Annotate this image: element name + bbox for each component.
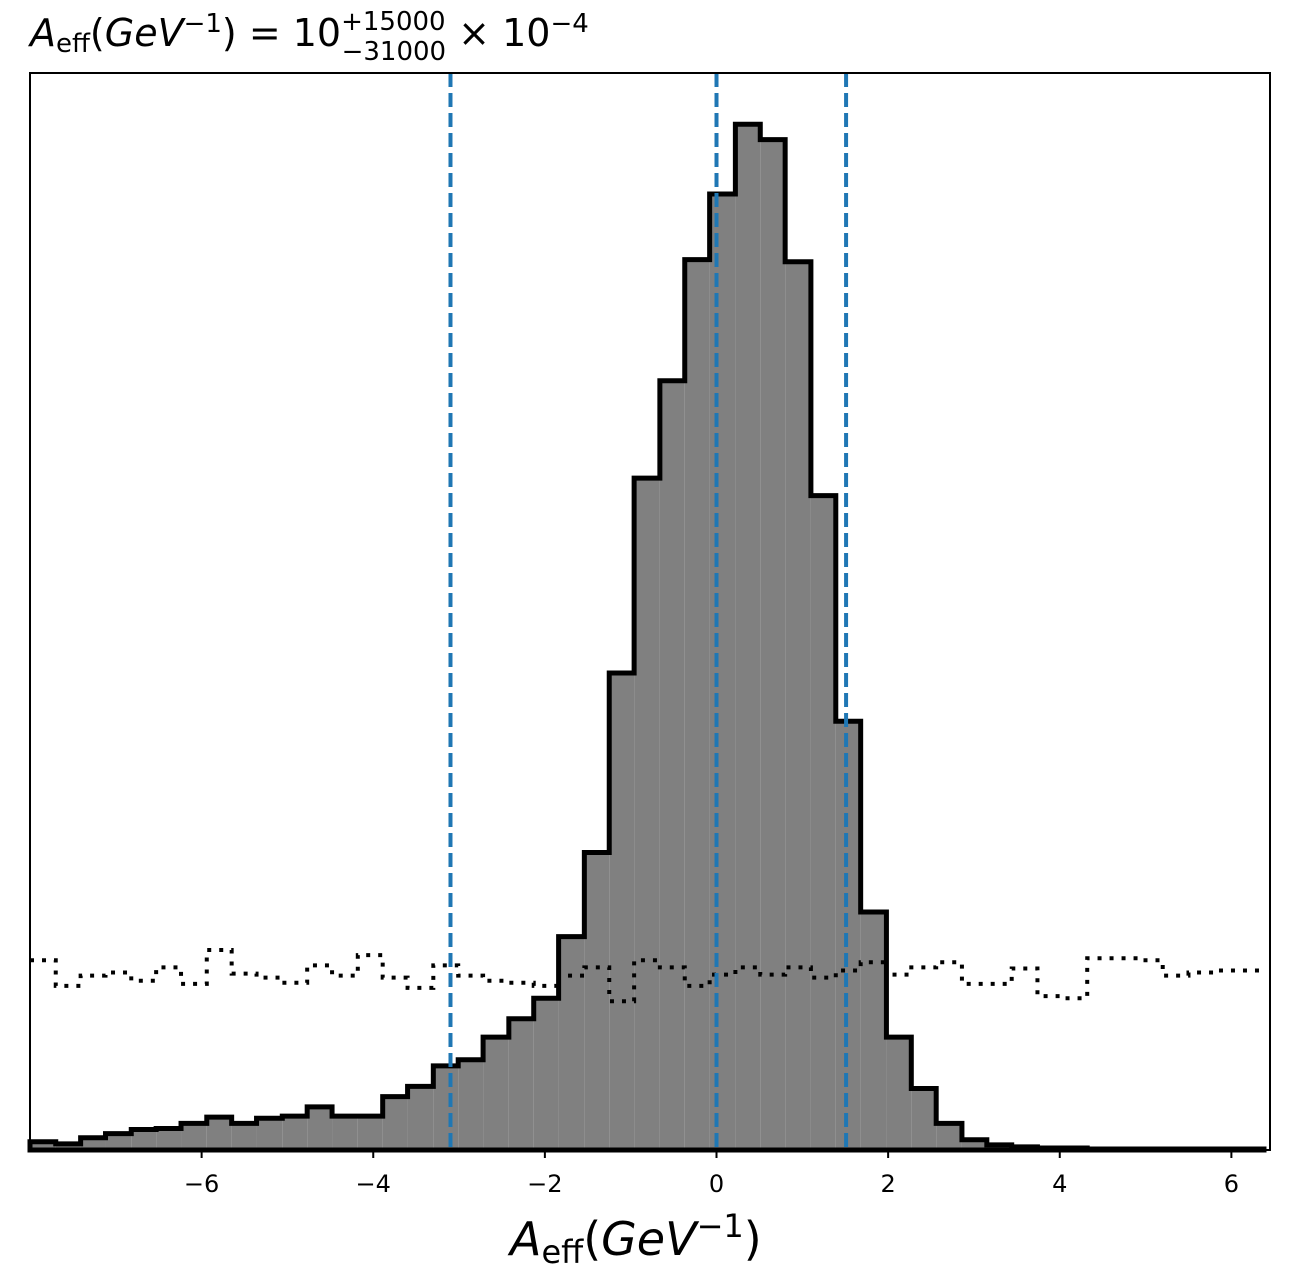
xlabel-unit-exp: −1: [697, 1207, 744, 1245]
histogram-bar: [80, 1137, 106, 1150]
title-unit-base: GeV: [105, 11, 187, 55]
xlabel-symbol-sub: eff: [541, 1233, 584, 1271]
histogram-bar: [256, 1118, 283, 1150]
histogram-bar: [156, 1128, 182, 1150]
histogram-bar: [760, 139, 786, 1150]
histogram-bar: [785, 261, 811, 1150]
histogram-bar: [483, 1037, 509, 1150]
xlabel-symbol: A: [507, 1212, 541, 1266]
histogram-bar: [332, 1116, 358, 1150]
x-tick-label: −6: [184, 1170, 219, 1198]
title-unit-exp: −1: [184, 9, 222, 39]
histogram-bar: [131, 1129, 157, 1150]
histogram-bar: [458, 1059, 484, 1150]
histogram-bar: [382, 1096, 408, 1150]
histogram-bar: [508, 1018, 534, 1150]
histogram-bar: [986, 1144, 1012, 1150]
histogram-bar: [55, 1143, 81, 1150]
title-lower: −31000: [342, 37, 447, 67]
histogram-bar: [206, 1117, 232, 1150]
histogram-bar: [30, 1141, 56, 1150]
histogram-bar: [659, 380, 685, 1150]
histogram-bar: [609, 673, 635, 1150]
histogram-bar: [584, 852, 610, 1150]
histogram-bar: [105, 1133, 132, 1150]
x-axis-label: Aeff(GeV−1): [507, 1207, 762, 1271]
plot-area: [27, 73, 1267, 1153]
x-tick-label: 2: [880, 1170, 895, 1198]
x-tick-label: 6: [1224, 1170, 1239, 1198]
histogram-bar: [231, 1123, 257, 1150]
histogram-bar: [810, 495, 836, 1150]
dotted-step-line: [30, 947, 1264, 1004]
histogram-bar: [709, 194, 736, 1150]
histogram-bar: [735, 124, 761, 1150]
title-equals: = 10: [237, 11, 341, 55]
x-tick-label: 0: [709, 1170, 724, 1198]
x-tick-label: −4: [356, 1170, 391, 1198]
histogram-bar: [634, 478, 660, 1151]
histogram-bar: [282, 1116, 308, 1150]
histogram-bar: [558, 936, 585, 1150]
histogram-bar: [886, 1037, 912, 1150]
histogram-bar: [357, 1116, 383, 1150]
histogram-bar: [181, 1123, 207, 1150]
title-upper: +15000: [341, 7, 446, 37]
histogram-bar: [684, 259, 710, 1150]
axes-frame: [29, 72, 1271, 1151]
histogram-bar: [407, 1086, 434, 1150]
histogram-outline: [27, 121, 1267, 1153]
histogram-bar: [911, 1088, 937, 1150]
title-tail: × 10: [446, 11, 550, 55]
xlabel-unit-base: GeV: [601, 1212, 700, 1266]
x-tick-label: −2: [527, 1170, 562, 1198]
histogram-bar: [961, 1139, 987, 1150]
histogram-bar: [307, 1106, 333, 1150]
x-axis-ticks: −6 −4 −2 0 2 4 6: [184, 1150, 1239, 1198]
title-tail-exp: −4: [550, 9, 588, 39]
title-symbol: A: [27, 11, 56, 55]
title-symbol-sub: eff: [56, 29, 91, 59]
x-tick-label: 4: [1052, 1170, 1067, 1198]
chart-title: Aeff(GeV−1) = 10+15000 −31000 × 10−4: [27, 7, 589, 67]
histogram-bar: [533, 998, 559, 1150]
histogram-bar: [835, 721, 861, 1150]
histogram-bar: [936, 1123, 962, 1150]
histogram-bar: [433, 1065, 459, 1150]
histogram-bar: [860, 912, 887, 1150]
